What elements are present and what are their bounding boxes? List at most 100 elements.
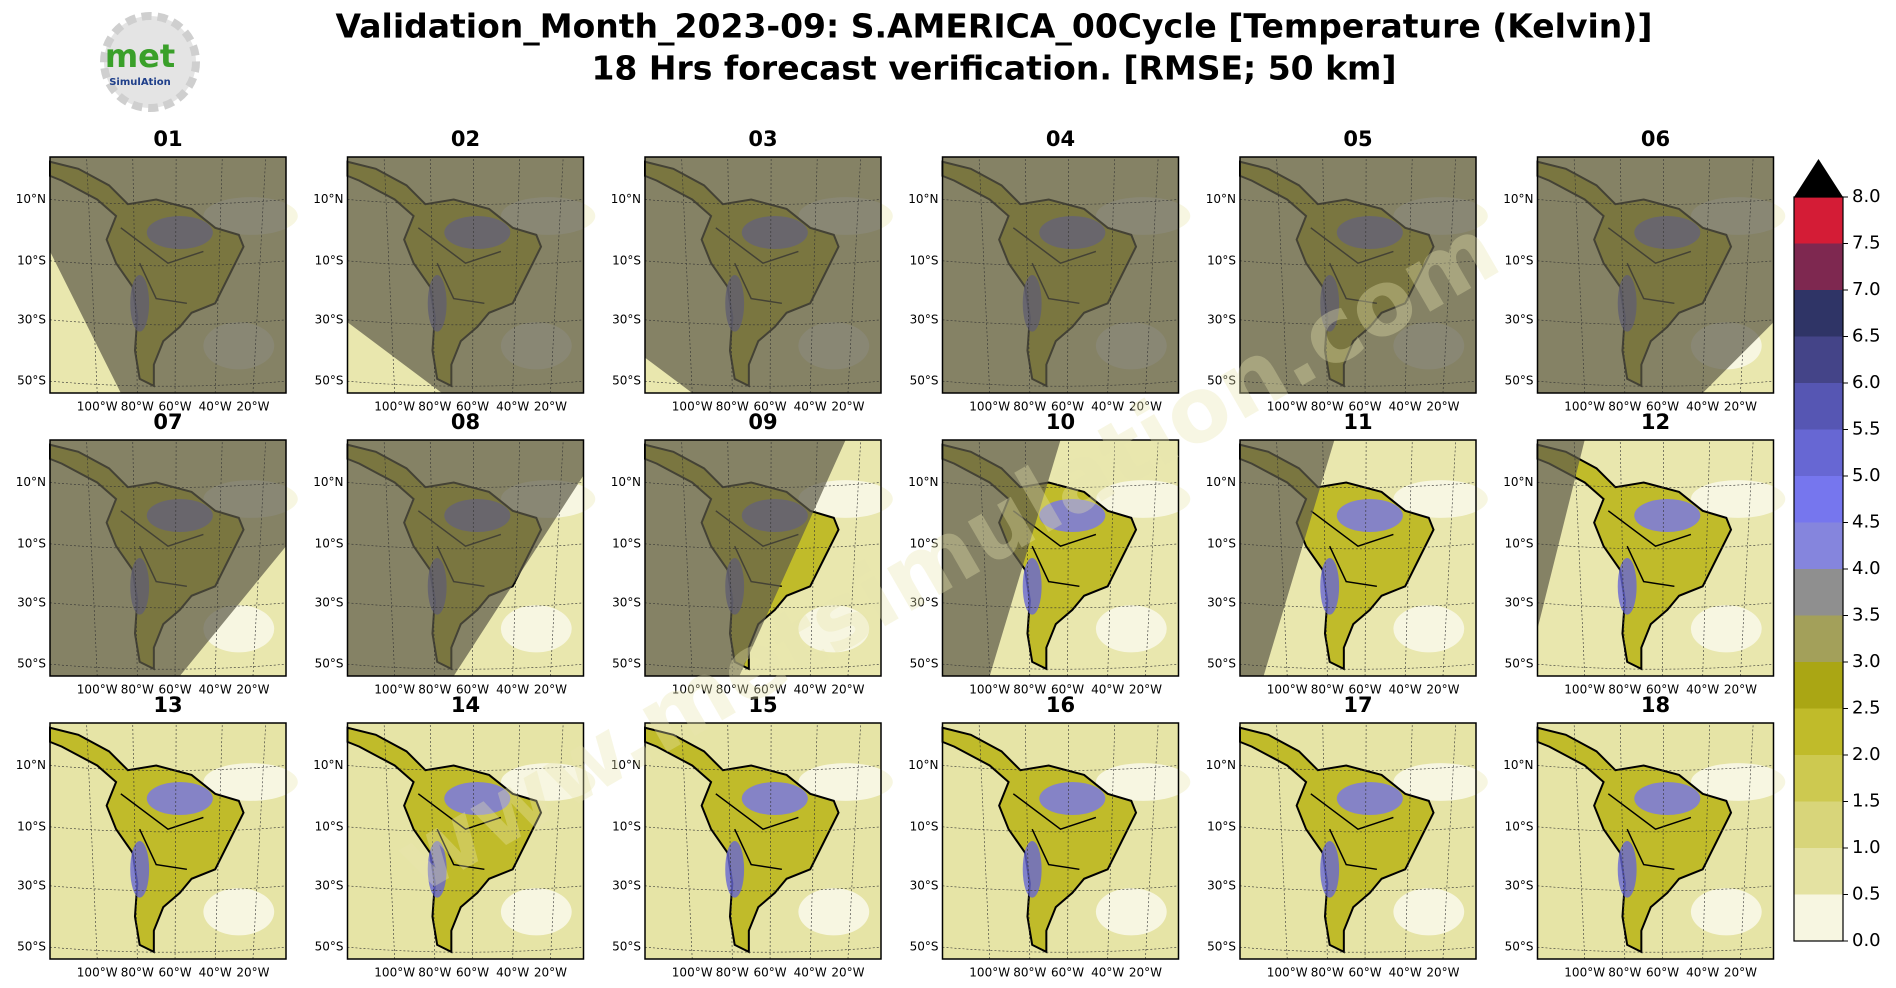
colorbar-bin [1794,243,1843,290]
colorbar-tick-label: 2.0 [1852,744,1881,765]
meridian [132,722,138,960]
lon-label: 40°W [1686,400,1719,414]
lon-label: 20°W [1724,966,1757,980]
lat-label: 10°N [313,192,343,206]
lat-label: 50°S [315,940,344,954]
parallel [1537,543,1774,550]
ocean-light [1690,763,1786,801]
meridian [1740,439,1754,677]
meridian [1573,722,1585,960]
ocean-light [203,763,298,801]
lon-label: 100°W [1564,966,1605,980]
parallel [49,199,287,205]
meridian [1067,722,1069,960]
lon-label: 80°W [418,400,451,414]
lat-label: 50°S [910,657,939,671]
meridian [1364,439,1367,677]
panel-frame [644,722,882,960]
parallel [644,946,882,953]
continent [1239,726,1435,954]
colorbar-bin [1794,755,1843,802]
panel-title: 06 [1641,127,1670,151]
lon-label: 60°W [1051,683,1084,697]
lon-label: 40°W [794,966,827,980]
high-error-area [1320,841,1340,898]
parallel [49,260,287,267]
no-data-mask [1240,157,1476,393]
panel-title: 10 [1046,410,1075,434]
lat-label: 50°S [612,374,641,388]
lat-label: 30°S [17,878,46,892]
colorbar-tick-label: 3.5 [1852,605,1881,626]
lon-label: 100°W [374,400,415,414]
lon-label: 80°W [1311,966,1344,980]
lat-label: 50°S [1207,940,1236,954]
panel-title: 12 [1641,410,1670,434]
map-panel: 18 10°N 10°S 30°S 50°S 100°W 80°W 60°W 40°W 20°W [1503,693,1786,980]
meridian [1145,156,1159,394]
parallel [644,826,882,833]
meridian [1619,156,1626,394]
meridian [429,722,436,960]
ocean-light [1095,763,1191,801]
lon-label: 100°W [1267,400,1308,414]
colorbar-bin [1794,476,1843,523]
lat-label: 10°S [910,819,939,833]
continent [346,726,543,954]
lat-label: 30°S [1207,878,1236,892]
parallel [1239,826,1477,833]
colorbar-tick-label: 4.0 [1852,558,1881,579]
ocean-light [1393,888,1465,936]
parallel [1537,826,1774,833]
lon-label: 40°W [1091,400,1124,414]
meridian [1024,439,1031,677]
parallel [1537,663,1774,670]
meridian [727,156,733,394]
meridian [1702,156,1711,394]
lon-label: 60°W [754,400,787,414]
lat-label: 30°S [1207,595,1236,609]
meridian [214,439,223,677]
lon-label: 80°W [418,683,451,697]
map-panel: 11 10°N 10°S 30°S 50°S 100°W 80°W 60°W 40°W 20°W [1206,410,1488,697]
lat-label: 10°N [611,475,641,489]
panel-frame [49,439,287,677]
meridian [847,156,862,394]
lon-label: 20°W [1724,683,1757,697]
meridian [978,722,990,960]
ocean-light [1690,480,1786,518]
panel-title: 04 [1046,127,1075,151]
colorbar-tick-label: 1.5 [1852,791,1881,812]
meridian [86,156,98,394]
meridian [472,156,474,394]
panel-title: 03 [748,127,777,151]
lat-label: 10°N [1503,192,1533,206]
lat-label: 10°S [315,819,344,833]
high-error-area [1617,841,1637,898]
high-error-area [427,841,447,898]
meridian [512,722,521,960]
title: Validation_Month_2023-09: S.AMERICA_00Cy… [336,7,1653,46]
parallel [1537,482,1774,488]
meridian [252,439,267,677]
colorbar-bin [1794,615,1843,662]
meridian [769,722,772,960]
map-panel: 02 10°N 10°S 30°S 50°S 100°W 80°W 60°W 40°W 20°W [313,127,596,414]
meridian [1442,156,1457,394]
lon-label: 20°W [1426,683,1459,697]
meridian [132,439,138,677]
map-panel: 10 10°N 10°S 30°S 50°S 100°W 80°W 60°W 40°W 20°W [908,410,1191,697]
meridian [174,156,177,394]
meridian [1107,156,1116,394]
lon-label: 60°W [456,683,489,697]
meridian [174,722,177,960]
lon-label: 100°W [1564,683,1605,697]
meridian [1662,156,1664,394]
parallel [1537,380,1774,387]
no-data-mask [1537,440,1585,629]
lon-label: 60°W [1646,683,1679,697]
lon-label: 60°W [754,966,787,980]
meridian [1322,156,1328,394]
parallel [49,543,287,550]
meridian [1442,439,1457,677]
